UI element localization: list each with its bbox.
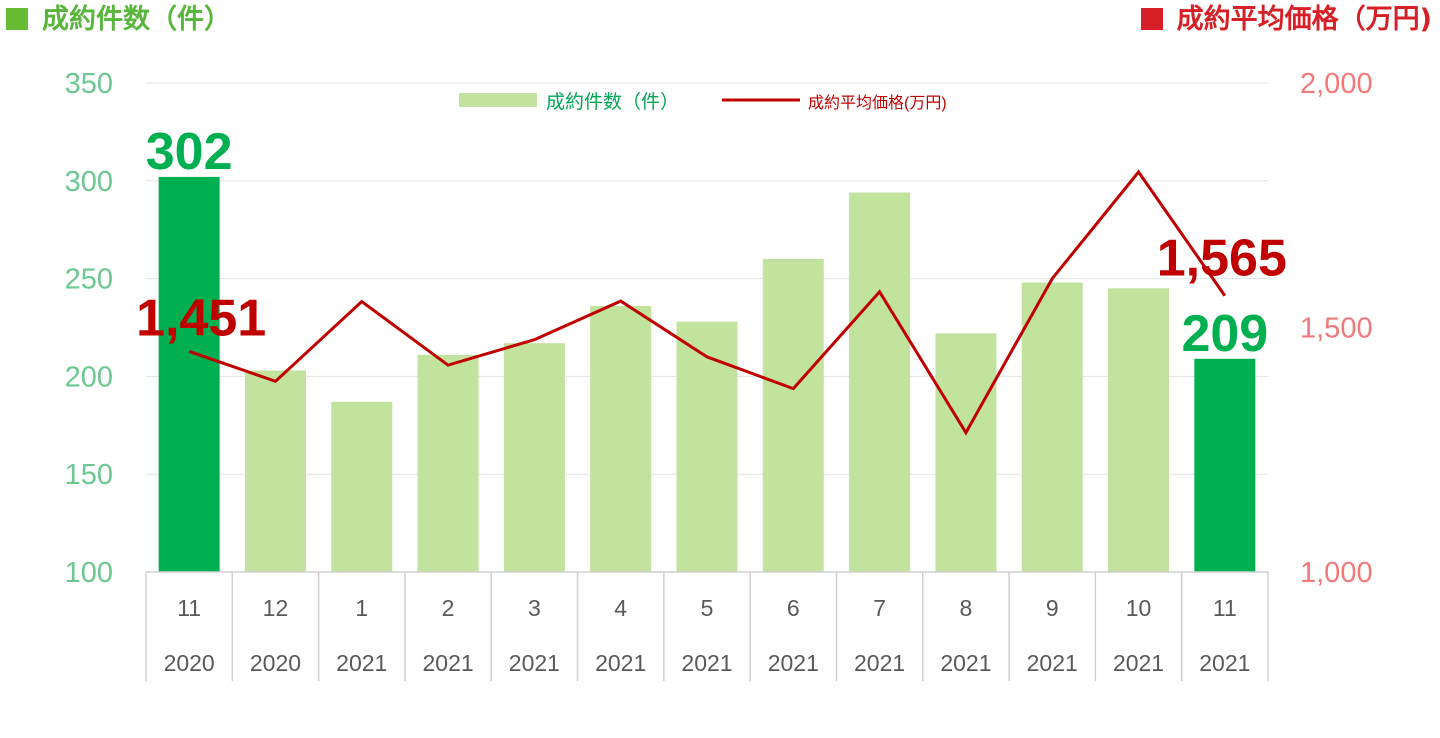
x-month-label: 6 (787, 595, 800, 621)
legend-bar-swatch (459, 93, 537, 107)
bar (590, 305, 652, 572)
x-month-label: 7 (873, 595, 886, 621)
legend: 成約件数（件） 成約平均価格(万円) (459, 91, 947, 113)
x-year-label: 2020 (164, 650, 215, 676)
x-month-label: 9 (1046, 595, 1059, 621)
left-tick-label: 100 (65, 557, 113, 589)
right-axis-title-text: 成約平均価格（万円) (1176, 4, 1432, 35)
x-year-label: 2021 (509, 650, 560, 676)
bar (244, 370, 306, 572)
x-month-label: 4 (614, 595, 627, 621)
left-tick-label: 250 (65, 264, 113, 296)
x-year-label: 2020 (250, 650, 301, 676)
bar-series (158, 176, 1256, 572)
legend-line-label: 成約平均価格(万円) (808, 94, 947, 112)
x-month-label: 3 (528, 595, 541, 621)
x-month-label: 8 (960, 595, 973, 621)
x-year-label: 2021 (1199, 650, 1250, 676)
x-year-label: 2021 (336, 650, 387, 676)
x-year-label: 2021 (422, 650, 473, 676)
right-axis-title: 成約平均価格（万円) (1140, 2, 1432, 38)
data-labels: 302 209 1,451 1,565 (136, 123, 1287, 363)
bar (1108, 288, 1170, 572)
red-square-icon (1140, 8, 1163, 30)
left-tick-label: 200 (65, 361, 113, 393)
right-tick-label: 1,000 (1300, 557, 1373, 589)
data-label: 1,565 (1157, 230, 1287, 288)
left-tick-label: 350 (65, 68, 113, 100)
bar (676, 321, 738, 572)
left-axis-title: 成約件数（件） (6, 2, 231, 38)
x-month-label: 10 (1126, 595, 1152, 621)
bar (1021, 282, 1083, 572)
legend-bar-label: 成約件数（件） (546, 91, 679, 113)
bar (417, 354, 479, 572)
x-year-label: 2021 (1113, 650, 1164, 676)
right-tick-label: 2,000 (1300, 68, 1373, 100)
x-year-label: 2021 (1027, 650, 1078, 676)
x-month-label: 1 (355, 595, 368, 621)
bar (849, 192, 911, 572)
data-label: 302 (146, 123, 233, 181)
x-month-label: 2 (442, 595, 455, 621)
bar (503, 343, 565, 572)
x-month-label: 11 (177, 595, 201, 621)
bar (331, 401, 393, 572)
left-tick-label: 300 (65, 166, 113, 198)
right-tick-label: 1,500 (1300, 313, 1373, 345)
x-axis: 11 2020 12 2020 1 2021 2 2021 3 2021 4 2021 5 2021 6 20… (145, 571, 1269, 681)
x-month-label: 5 (701, 595, 714, 621)
x-year-label: 2021 (768, 650, 819, 676)
data-label: 1,451 (136, 289, 266, 347)
x-year-label: 2021 (595, 650, 646, 676)
x-month-label: 12 (263, 595, 289, 621)
bar (935, 333, 997, 572)
left-axis: 100 150 200 250 300 350 (65, 68, 113, 589)
left-axis-title-text: 成約件数（件） (42, 4, 231, 35)
left-tick-label: 150 (65, 459, 113, 491)
data-label: 209 (1181, 305, 1268, 363)
price-line (188, 169, 1227, 436)
right-axis: 1,000 1,500 2,000 (1300, 68, 1373, 589)
x-year-label: 2021 (854, 650, 905, 676)
line-series (188, 169, 1227, 436)
x-year-label: 2021 (681, 650, 732, 676)
green-square-icon (6, 8, 28, 30)
bar (762, 259, 824, 572)
bar (1194, 358, 1256, 572)
x-year-label: 2021 (940, 650, 991, 676)
bar (158, 176, 220, 572)
x-month-label: 11 (1213, 595, 1237, 621)
